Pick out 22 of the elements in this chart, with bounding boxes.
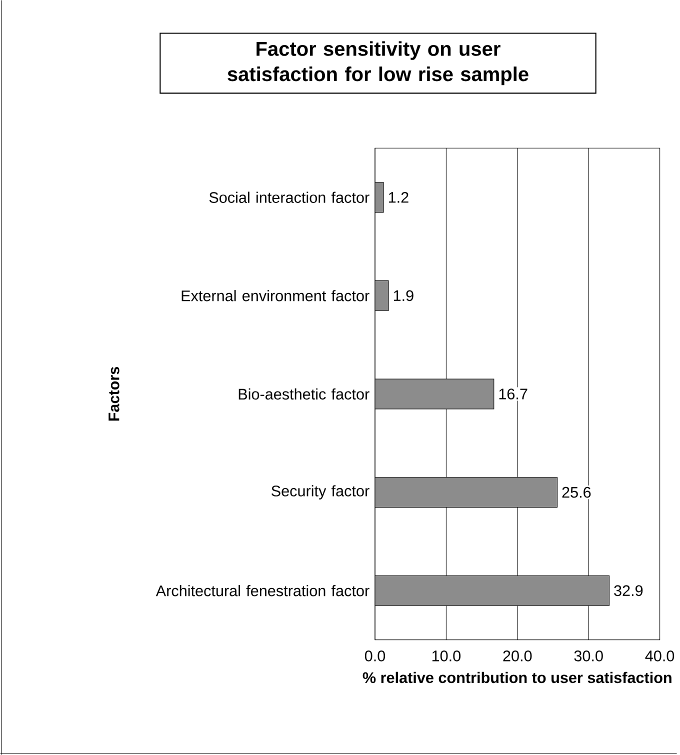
bar (375, 280, 389, 311)
x-tick-label: 20.0 (503, 650, 532, 662)
bar (375, 378, 494, 410)
y-tick-label: Security factor (272, 485, 370, 500)
data-label: 32.9 (614, 585, 643, 596)
x-tick-label: 0.0 (365, 650, 386, 662)
bar (375, 575, 610, 606)
chart-title: Factor sensitivity on user satisfaction for low rise sample (228, 41, 528, 86)
x-tick-label: 30.0 (574, 650, 603, 662)
data-label: 16.7 (499, 388, 528, 400)
data-label: 25.6 (562, 486, 591, 498)
x-axis-title: % relative contribution to user satisfaction (362, 672, 672, 684)
bar (375, 477, 558, 508)
y-tick-label: Architectural fenestration factor (156, 585, 370, 596)
y-tick-label: Bio-aesthetic factor (238, 388, 370, 400)
x-tick-label: 10.0 (432, 650, 461, 662)
data-label: 1.9 (394, 290, 414, 302)
y-axis-title: Factors (108, 366, 120, 421)
y-tick-label: Social interaction factor (209, 192, 370, 203)
data-label: 1.2 (389, 192, 408, 203)
x-tick-label: 40.0 (645, 650, 674, 662)
y-tick-label: External environment factor (182, 290, 370, 302)
